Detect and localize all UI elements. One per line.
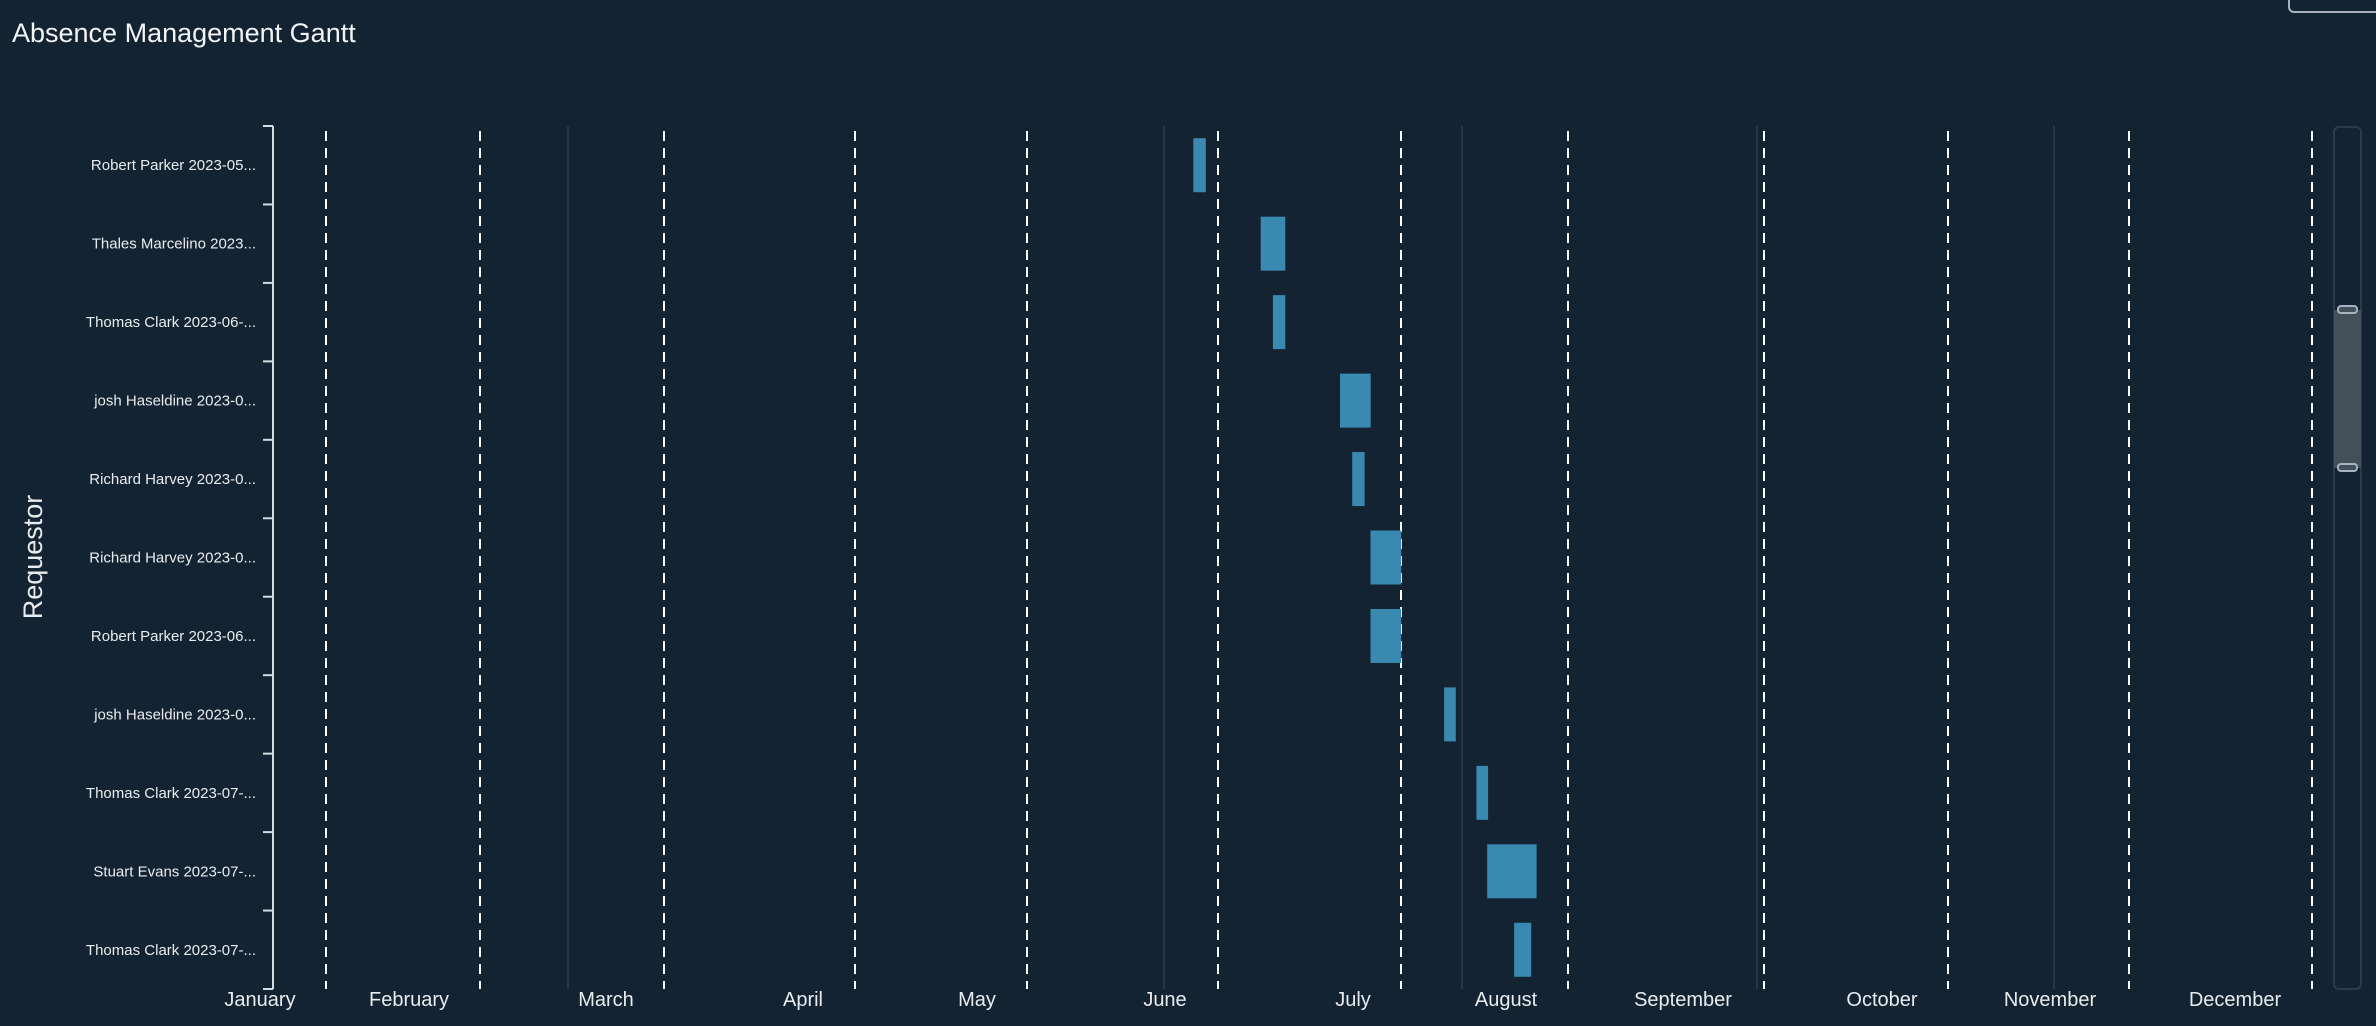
scrollbar-handle-bottom[interactable] (2337, 463, 2358, 472)
x-tick-label: November (2004, 989, 2097, 1011)
row-label: Robert Parker 2023-06... (91, 628, 256, 645)
menu-button[interactable] (2288, 0, 2376, 13)
gantt-bar[interactable] (1444, 687, 1456, 742)
chart-title: Absence Management Gantt (12, 18, 356, 48)
x-tick-label: April (783, 989, 823, 1011)
x-tick-label: March (578, 989, 634, 1011)
vertical-scrollbar[interactable] (2333, 126, 2362, 990)
gantt-bar[interactable] (1352, 452, 1365, 507)
gantt-bar[interactable] (1476, 765, 1489, 820)
scrollbar-thumb[interactable] (2334, 310, 2361, 468)
gantt-bar[interactable] (1487, 844, 1537, 899)
row-label: josh Haseldine 2023-0... (93, 393, 256, 410)
scrollbar-handle-top[interactable] (2337, 305, 2358, 314)
y-axis-label: Requestor (18, 495, 48, 620)
x-tick-label: September (1634, 989, 1732, 1011)
gantt-bar[interactable] (1514, 922, 1532, 977)
x-tick-label: February (369, 989, 449, 1011)
row-label: Stuart Evans 2023-07-... (93, 863, 256, 880)
x-tick-label: August (1475, 989, 1538, 1011)
gantt-bar[interactable] (1260, 216, 1286, 271)
x-tick-label: December (2189, 989, 2282, 1011)
x-tick-label: October (1846, 989, 1917, 1011)
x-tick-label: May (958, 989, 996, 1011)
gantt-bar[interactable] (1272, 295, 1286, 350)
row-label: Thomas Clark 2023-07-... (86, 942, 256, 959)
row-label: josh Haseldine 2023-0... (93, 706, 256, 723)
row-label: Thales Marcelino 2023... (92, 236, 256, 253)
gantt-bar[interactable] (1370, 530, 1402, 585)
gantt-bar[interactable] (1193, 138, 1206, 193)
x-tick-label: January (224, 989, 295, 1011)
x-tick-label: June (1143, 989, 1186, 1011)
gantt-bar[interactable] (1340, 373, 1371, 428)
x-tick-label: July (1335, 989, 1371, 1011)
row-label: Richard Harvey 2023-0... (89, 550, 256, 567)
row-label: Robert Parker 2023-05... (91, 157, 256, 174)
row-label: Thomas Clark 2023-06-... (86, 314, 256, 331)
gantt-bar[interactable] (1370, 608, 1402, 663)
row-label: Thomas Clark 2023-07-... (86, 785, 256, 802)
row-label: Richard Harvey 2023-0... (89, 471, 256, 488)
